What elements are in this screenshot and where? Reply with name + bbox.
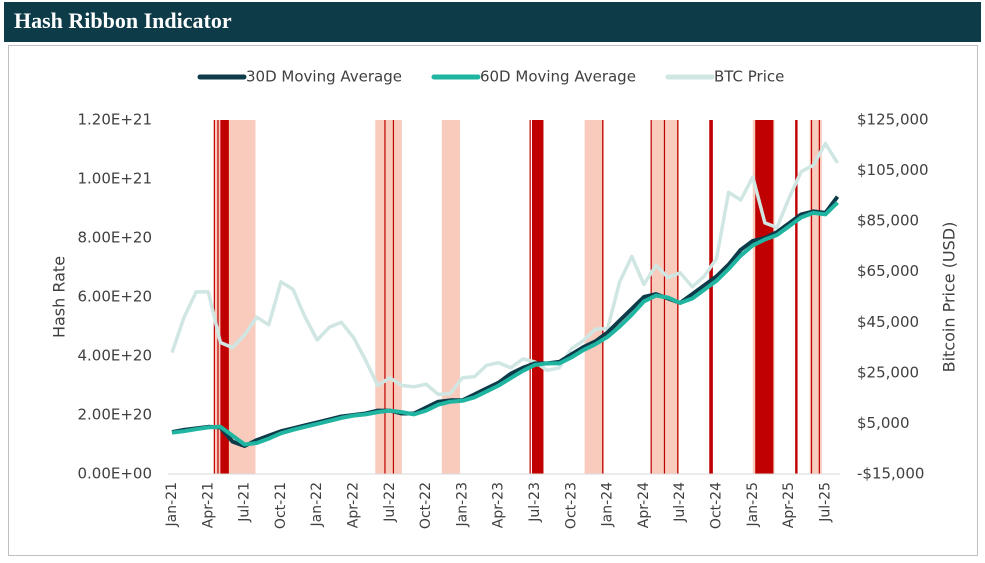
legend-label: BTC Price: [714, 68, 784, 86]
y2-axis-title: Bitcoin Price (USD): [940, 222, 959, 373]
x-tick-label: Jul-25: [817, 482, 833, 523]
y2-tick-label: $5,000: [857, 414, 910, 432]
x-tick-label: Apr-25: [781, 482, 797, 528]
signal-band: [217, 120, 219, 474]
x-tick-label: Jan-24: [600, 482, 616, 528]
y-tick-label: 8.00E+20: [77, 229, 152, 247]
x-tick-label: Jan-23: [454, 482, 470, 527]
signal-band: [795, 120, 798, 474]
y2-tick-label: $45,000: [857, 313, 919, 331]
x-tick-label: Jul-24: [672, 482, 688, 523]
y2-tick-label: $65,000: [857, 262, 919, 280]
y-tick-label: 1.20E+21: [77, 111, 152, 129]
signal-band: [441, 120, 460, 474]
x-tick-label: Apr-24: [636, 482, 652, 528]
signal-band: [392, 120, 395, 474]
x-tick-label: Jan-25: [745, 482, 761, 527]
y-tick-label: 6.00E+20: [77, 288, 152, 306]
x-tick-label: Oct-22: [418, 482, 434, 529]
x-tick-label: Jul-23: [527, 482, 543, 523]
signal-band: [709, 120, 713, 474]
signal-band: [213, 120, 215, 474]
x-tick-label: Jul-22: [382, 482, 398, 523]
x-tick-label: Oct-21: [273, 482, 289, 529]
x-tick-label: Jul-21: [237, 482, 253, 523]
signal-band: [810, 120, 813, 474]
signal-band: [529, 120, 531, 474]
signal-band: [375, 120, 402, 474]
header-bar: [4, 2, 981, 42]
legend-label: 30D Moving Average: [246, 68, 402, 86]
signal-band: [755, 120, 774, 474]
y2-tick-label: -$15,000: [857, 465, 924, 483]
signal-band: [677, 120, 679, 474]
signal-band: [584, 120, 604, 474]
series-line: [170, 141, 839, 397]
signal-band: [818, 120, 820, 474]
page-title: Hash Ribbon Indicator: [14, 8, 232, 33]
x-tick-label: Apr-22: [346, 482, 362, 528]
y-tick-label: 4.00E+20: [77, 347, 152, 365]
signal-band: [384, 120, 386, 474]
signal-band: [531, 120, 544, 474]
x-tick-label: Apr-23: [491, 482, 507, 528]
y2-tick-label: $85,000: [857, 212, 919, 230]
x-tick-label: Oct-24: [709, 482, 725, 529]
y-axis-title: Hash Rate: [50, 256, 69, 338]
series-line: [171, 201, 839, 447]
y2-tick-label: $105,000: [857, 161, 929, 179]
y2-tick-label: $25,000: [857, 363, 919, 381]
x-tick-label: Oct-23: [563, 482, 579, 529]
x-tick-label: Apr-21: [200, 482, 216, 528]
y-tick-label: 1.00E+21: [77, 170, 152, 188]
signal-band: [220, 120, 229, 474]
signal-band: [602, 120, 604, 474]
y-tick-label: 2.00E+20: [77, 406, 152, 424]
plot: 0.00E+00 2.00E+20 4.00E+20 6.00E+20 8.00E+20…: [77, 68, 928, 530]
x-tick-label: Jan-22: [309, 482, 325, 527]
legend-label: 60D Moving Average: [480, 68, 636, 86]
y2-tick-label: $125,000: [857, 111, 929, 129]
x-tick-label: Jan-21: [164, 482, 180, 527]
y-tick-label: 0.00E+00: [77, 465, 152, 483]
chart-frame: [8, 45, 978, 556]
